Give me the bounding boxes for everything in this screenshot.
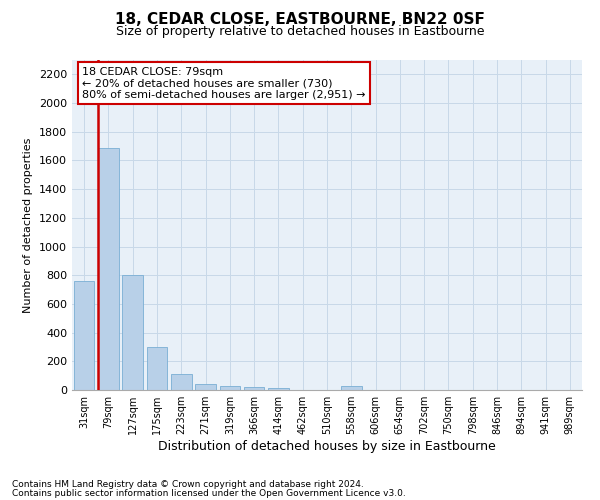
Text: 18 CEDAR CLOSE: 79sqm
← 20% of detached houses are smaller (730)
80% of semi-det: 18 CEDAR CLOSE: 79sqm ← 20% of detached … xyxy=(82,66,366,100)
Bar xyxy=(195,384,216,390)
Bar xyxy=(268,388,289,390)
Bar xyxy=(146,347,167,390)
Bar xyxy=(244,387,265,390)
Bar xyxy=(171,374,191,390)
Text: Contains HM Land Registry data © Crown copyright and database right 2024.: Contains HM Land Registry data © Crown c… xyxy=(12,480,364,489)
Text: Contains public sector information licensed under the Open Government Licence v3: Contains public sector information licen… xyxy=(12,488,406,498)
Y-axis label: Number of detached properties: Number of detached properties xyxy=(23,138,34,312)
Bar xyxy=(122,275,143,390)
Bar xyxy=(74,281,94,390)
X-axis label: Distribution of detached houses by size in Eastbourne: Distribution of detached houses by size … xyxy=(158,440,496,453)
Bar xyxy=(220,386,240,390)
Bar xyxy=(341,386,362,390)
Text: Size of property relative to detached houses in Eastbourne: Size of property relative to detached ho… xyxy=(116,25,484,38)
Text: 18, CEDAR CLOSE, EASTBOURNE, BN22 0SF: 18, CEDAR CLOSE, EASTBOURNE, BN22 0SF xyxy=(115,12,485,28)
Bar xyxy=(98,148,119,390)
